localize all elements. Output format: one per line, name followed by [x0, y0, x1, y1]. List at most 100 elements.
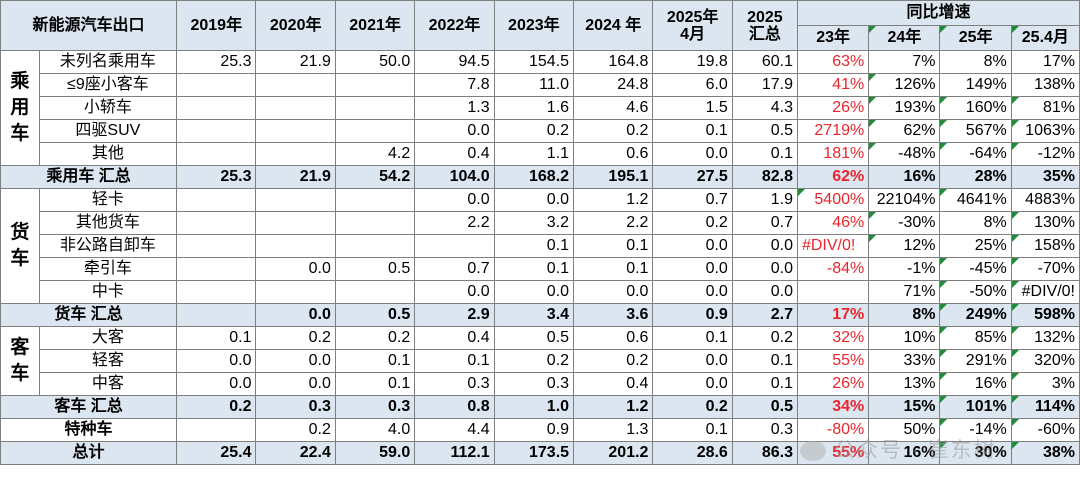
value-cell: 0.9	[652, 303, 733, 327]
table-row: 客车 大客 0.1 0.2 0.2 0.4 0.5 0.6 0.1 0.2 32% 10% 85% 132…	[0, 326, 1080, 396]
growth-cell: 138%	[1010, 73, 1080, 97]
corner-title: 新能源汽车出口	[0, 0, 178, 51]
table-row: 小轿车 1.3 1.6 4.6 1.5 4.3 26% 193% 160% 81%	[1, 96, 1080, 120]
year-header: 2023年	[493, 0, 575, 51]
value-cell: 0.2	[255, 326, 336, 350]
value-cell: 4.2	[334, 142, 416, 166]
growth-cell: 81%	[1010, 96, 1080, 120]
export-table: 新能源汽车出口 2019年 2020年 2021年 2022年 2023年 20…	[0, 0, 1080, 465]
value-cell: 1.9	[731, 188, 798, 212]
growth-cell: 126%	[868, 73, 941, 97]
summary-row: 总计 25.4 22.4 59.0 112.1 173.5 201.2 28.6 86.3 55%…	[0, 441, 1080, 465]
growth-cell: 5400%	[796, 188, 870, 212]
value-cell: 0.1	[493, 234, 575, 258]
growth-cell: 160%	[939, 96, 1012, 120]
year-header: 2022年	[414, 0, 495, 51]
value-cell	[176, 303, 257, 327]
value-cell: 6.0	[652, 73, 733, 97]
table-row: 中客 0.0 0.0 0.1 0.3 0.3 0.4 0.0 0.1 26% 13% 16% 3%	[1, 372, 1080, 396]
summary-row: 乘用车 汇总 25.3 21.9 54.2 104.0 168.2 195.1 27.5 82.…	[0, 165, 1080, 189]
value-cell: 0.0	[652, 257, 733, 281]
value-cell: 0.7	[414, 257, 495, 281]
value-cell: 2.2	[414, 211, 495, 235]
value-cell	[176, 119, 257, 143]
row-label: 小轿车	[38, 96, 178, 120]
category-label: 货车	[0, 188, 40, 304]
value-cell: 3.2	[493, 211, 575, 235]
year-header: 2021年	[334, 0, 416, 51]
value-cell: 11.0	[493, 73, 575, 97]
value-cell: 1.2	[573, 395, 654, 419]
value-cell: 173.5	[493, 441, 575, 465]
value-cell: 0.0	[731, 234, 798, 258]
value-cell: 27.5	[652, 165, 733, 189]
value-cell	[255, 96, 336, 120]
value-cell: 201.2	[573, 441, 654, 465]
value-cell: 0.0	[255, 349, 336, 373]
value-cell: 3.6	[573, 303, 654, 327]
growth-subheader-row: 23年 24年 25年 25.4月	[1, 25, 1080, 51]
growth-cell: 38%	[1010, 441, 1080, 465]
row-label: 非公路自卸车	[38, 234, 178, 258]
value-cell: 0.4	[573, 372, 654, 396]
value-cell: 0.9	[493, 418, 575, 442]
value-cell: 0.3	[334, 395, 416, 419]
value-cell: 21.9	[255, 165, 336, 189]
growth-cell: 71%	[868, 280, 941, 304]
value-cell	[255, 234, 336, 258]
growth-cell: -50%	[939, 280, 1012, 304]
value-cell: 0.2	[493, 119, 575, 143]
growth-cell: 291%	[939, 349, 1012, 373]
summary-row: 客车 汇总 0.2 0.3 0.3 0.8 1.0 1.2 0.2 0.5 34% 15% 101% 1…	[0, 395, 1080, 419]
value-cell: 25.4	[176, 441, 257, 465]
value-cell: 22.4	[255, 441, 336, 465]
growth-cell: -14%	[939, 418, 1012, 442]
growth-cell	[796, 280, 870, 304]
row-label: ≤9座小客车	[38, 73, 178, 97]
value-cell: 0.4	[414, 142, 495, 166]
value-cell: 1.6	[493, 96, 575, 120]
growth-cell: -70%	[1010, 257, 1080, 281]
value-cell: 0.5	[731, 395, 798, 419]
value-cell: 59.0	[334, 441, 416, 465]
growth-cell: 15%	[868, 395, 941, 419]
value-cell: 1.3	[573, 418, 654, 442]
value-cell: 17.9	[731, 73, 798, 97]
growth-cell: #DIV/0!	[1010, 280, 1080, 304]
value-cell: 0.2	[731, 326, 798, 350]
value-cell	[255, 119, 336, 143]
growth-cell: 62%	[796, 165, 870, 189]
value-cell: 0.7	[652, 188, 733, 212]
growth-cell: 149%	[939, 73, 1012, 97]
value-cell: 7.8	[414, 73, 495, 97]
growth-cell: 12%	[868, 234, 941, 258]
value-cell	[176, 73, 257, 97]
growth-cell: 62%	[868, 119, 941, 143]
value-cell: 0.1	[414, 349, 495, 373]
value-cell: 0.8	[414, 395, 495, 419]
growth-cell: -45%	[939, 257, 1012, 281]
value-cell: 0.3	[493, 372, 575, 396]
table-row: 非公路自卸车 0.1 0.1 0.0 0.0 #DIV/0! 12% 25% 158%	[1, 234, 1080, 258]
growth-header: 同比增速	[796, 0, 1080, 26]
value-cell	[176, 211, 257, 235]
growth-cell: 55%	[796, 349, 870, 373]
row-label: 货车 汇总	[0, 303, 178, 327]
growth-cell: 50%	[868, 418, 941, 442]
value-cell	[176, 280, 257, 304]
growth-cell: 567%	[939, 119, 1012, 143]
value-cell: 0.5	[334, 257, 416, 281]
value-cell	[255, 142, 336, 166]
value-cell: 0.2	[176, 395, 257, 419]
value-cell: 0.0	[652, 280, 733, 304]
growth-cell: 132%	[1010, 326, 1080, 350]
growth-cell: 16%	[939, 372, 1012, 396]
value-cell	[176, 418, 257, 442]
growth-col-header: 25年	[939, 25, 1012, 51]
value-cell: 0.5	[334, 303, 416, 327]
growth-cell: 10%	[868, 326, 941, 350]
value-cell	[414, 234, 495, 258]
growth-cell: 32%	[796, 326, 870, 350]
growth-cell: 158%	[1010, 234, 1080, 258]
growth-cell: -80%	[796, 418, 870, 442]
